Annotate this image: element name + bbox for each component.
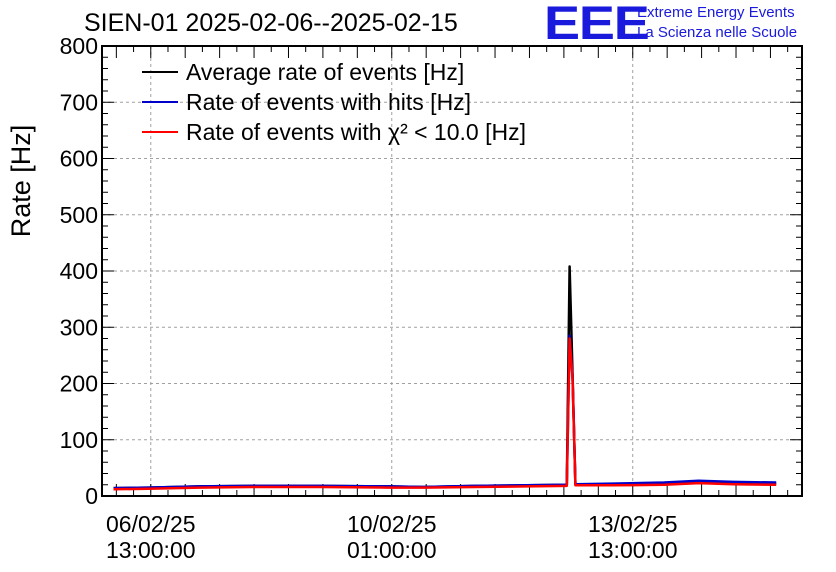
y-tick-label: 0 [85,483,98,509]
logo-caption: Extreme Energy Events La Scienza nelle S… [637,3,797,43]
series-line-1 [113,334,777,490]
legend-label-0: Average rate of events [Hz] [186,59,464,85]
legend-label-1: Rate of events with hits [Hz] [186,89,471,115]
logo-caption-line2: La Scienza nelle Scuole [637,24,798,41]
y-tick-label: 500 [60,202,98,228]
x-tick-label-date: 10/02/25 [347,511,437,537]
y-axis-label: Rate [Hz] [6,125,36,238]
y-tick-label: 800 [60,33,98,59]
x-tick-label-time: 13:00:00 [588,537,678,563]
x-tick-label-time: 13:00:00 [106,537,196,563]
legend-label-2: Rate of events with χ² < 10.0 [Hz] [186,119,526,145]
y-tick-label: 400 [60,258,98,284]
y-tick-label: 200 [60,371,98,397]
x-tick-label-date: 13/02/25 [588,511,678,537]
y-tick-label: 300 [60,314,98,340]
x-tick-label-time: 01:00:00 [347,537,437,563]
x-tick-label-date: 06/02/25 [106,511,196,537]
y-tick-label: 100 [60,427,98,453]
plot-frame [101,45,803,497]
series-line-2 [113,337,777,491]
chart-title: SIEN-01 2025-02-06--2025-02-15 [84,9,458,37]
y-tick-label: 600 [60,146,98,172]
series-line-0 [113,265,777,490]
y-tick-label: 700 [60,89,98,115]
eee-logo: EEE [544,0,650,49]
logo-caption-line1: Extreme Energy Events [637,4,795,21]
